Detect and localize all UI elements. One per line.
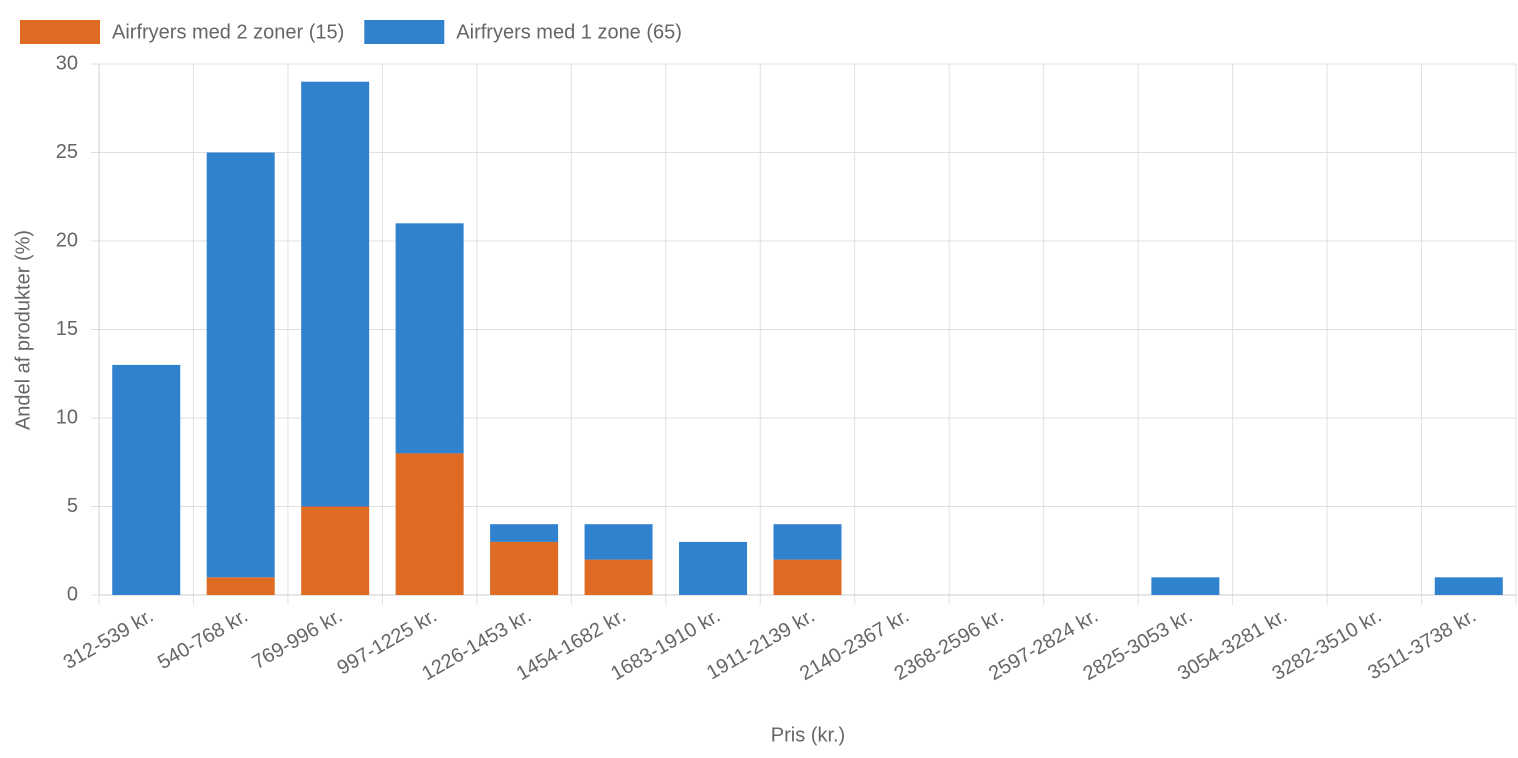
bar-segment	[206, 152, 275, 578]
bar-segment	[490, 541, 559, 595]
legend-swatch	[20, 20, 100, 44]
bar-segment	[301, 506, 370, 595]
x-tick-label: 3511-3738 kr.	[1364, 605, 1480, 684]
bar-segment	[395, 223, 464, 454]
x-axis-title: Pris (kr.)	[771, 724, 845, 746]
bar-segment	[301, 81, 370, 507]
x-tick-label: 540-768 kr.	[154, 605, 252, 674]
bar-segment	[112, 364, 181, 595]
y-tick-label: 15	[56, 318, 78, 340]
y-tick-label: 25	[56, 141, 78, 163]
bar-segment	[1151, 577, 1220, 595]
bar-segment	[773, 524, 842, 560]
legend-label: Airfryers med 2 zoner (15)	[112, 21, 344, 43]
x-tick-label: 312-539 kr.	[60, 605, 158, 674]
y-axis-title: Andel af produkter (%)	[12, 230, 34, 430]
y-tick-label: 0	[67, 583, 78, 605]
y-tick-label: 20	[56, 229, 78, 251]
bar-segment	[773, 559, 842, 595]
y-tick-label: 10	[56, 406, 78, 428]
bar-segment	[1434, 577, 1503, 595]
legend-label: Airfryers med 1 zone (65)	[456, 21, 682, 43]
x-tick-label: 769-996 kr.	[249, 605, 347, 674]
y-tick-label: 5	[67, 495, 78, 517]
bar-segment	[584, 524, 653, 560]
bar-segment	[679, 541, 748, 595]
legend-swatch	[364, 20, 445, 44]
bar-segment	[206, 577, 275, 595]
y-tick-label: 30	[56, 52, 78, 74]
bar-segment	[395, 453, 464, 595]
bar-segment	[584, 559, 653, 595]
bar-segment	[490, 524, 559, 542]
